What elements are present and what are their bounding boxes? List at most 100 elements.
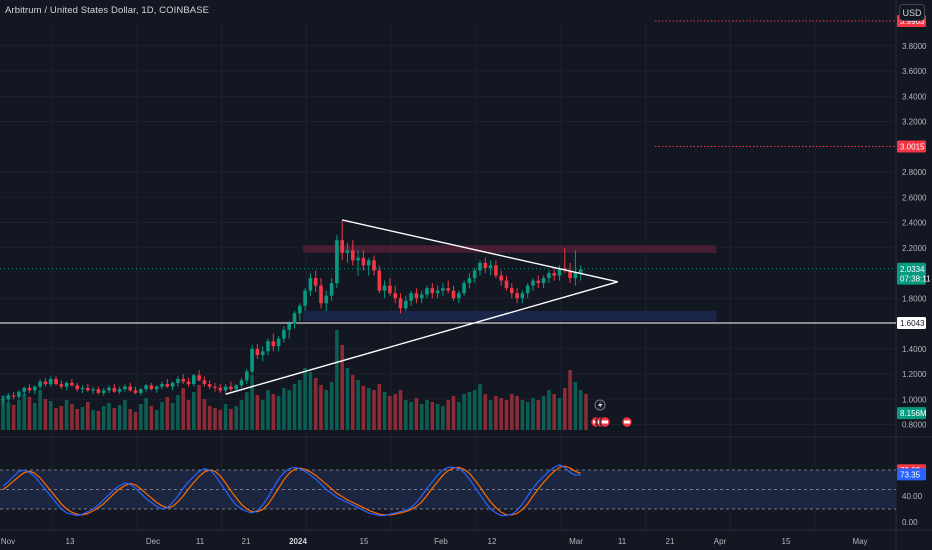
volume-bar (6, 402, 11, 430)
candle-body (388, 285, 392, 294)
volume-bar (483, 394, 488, 430)
price-badge-label: 3.0015 (900, 143, 925, 152)
candle-body (234, 385, 238, 390)
volume-bar (223, 404, 228, 430)
volume-bar (446, 400, 450, 430)
support-zone[interactable] (303, 310, 717, 321)
price-tick-label: 2.8000 (902, 168, 927, 177)
volume-bar (547, 390, 551, 430)
volume-bar (398, 390, 403, 430)
price-tick-label: 2.2000 (902, 244, 927, 253)
price-badge-volume (897, 407, 926, 420)
volume-bar (59, 406, 64, 430)
candle-body (324, 295, 329, 304)
candle-body (425, 288, 429, 295)
candle-body (419, 294, 424, 299)
candle-body (1, 399, 5, 401)
candle-body (504, 280, 509, 289)
volume-bar (160, 402, 164, 430)
candle-body (441, 288, 445, 291)
time-axis-label: Nov (1, 537, 15, 546)
volume-bar (276, 396, 281, 430)
volume-bar (430, 402, 435, 430)
time-axis-label: 21 (666, 537, 675, 546)
candle-body (393, 293, 397, 299)
volume-bar (170, 403, 175, 430)
candle-body (414, 293, 419, 299)
candle-body (123, 386, 127, 390)
candle-body (568, 270, 572, 279)
candle-body (573, 273, 578, 279)
candle-body (27, 387, 32, 391)
candle-body (488, 265, 493, 268)
volume-bar (54, 408, 58, 430)
candle-body (510, 288, 514, 294)
volume-bar (144, 398, 148, 430)
osc-tick-label: 40.00 (902, 492, 923, 501)
volume-bar (266, 390, 270, 430)
candle-body (133, 390, 138, 393)
volume-bar (552, 394, 556, 430)
candle-body (457, 293, 461, 299)
candle-body (11, 395, 16, 397)
candle-body (531, 280, 535, 286)
volume-bar (245, 392, 249, 430)
volume-bar (525, 402, 530, 430)
volume-bar (356, 380, 360, 430)
volume-bar (457, 402, 461, 430)
candle-body (202, 380, 207, 385)
candle-body (260, 351, 265, 356)
volume-bar (139, 404, 143, 430)
candle-body (48, 379, 53, 385)
price-tick-label: 1.4000 (902, 345, 927, 354)
currency-button[interactable]: USD (899, 4, 925, 21)
time-axis-label: May (852, 537, 867, 546)
volume-bar (260, 400, 265, 430)
candle-body (107, 387, 111, 391)
candle-body (478, 262, 482, 271)
candle-body (409, 293, 413, 301)
price-tick-label: 3.8000 (902, 42, 927, 51)
volume-bar (128, 409, 132, 430)
price-badge-label: 1.6043 (900, 319, 925, 328)
candle-body (462, 283, 466, 294)
volume-bar (133, 412, 138, 430)
stoch-k-line (2, 464, 581, 517)
candle-body (366, 260, 371, 266)
triangle-upper-line[interactable] (342, 219, 618, 283)
triangle-lower-line[interactable] (225, 281, 618, 395)
volume-bar (107, 403, 111, 430)
candle-body (239, 380, 244, 386)
time-axis-label: 11 (618, 537, 627, 546)
time-axis-label: Mar (569, 537, 583, 546)
volume-bar (404, 400, 408, 430)
volume-bar (27, 397, 32, 430)
candle-body (245, 371, 249, 381)
volume-bar (536, 400, 541, 430)
volume-bar (86, 402, 90, 430)
candle-body (176, 379, 180, 383)
candle-body (525, 285, 530, 294)
candle-body (38, 381, 42, 387)
candle-body (6, 395, 11, 400)
price-tick-label: 0.8000 (902, 421, 927, 430)
volume-bar (154, 410, 159, 430)
event-icon-mark (602, 420, 608, 424)
event-icon-mark (624, 420, 630, 424)
candle-body (250, 348, 254, 372)
price-badge-label: 2.0334 (900, 265, 925, 274)
volume-bar (101, 406, 106, 430)
price-tick-label: 1.8000 (902, 294, 927, 303)
volume-bar (117, 405, 122, 430)
volume-bar (64, 400, 69, 430)
candle-body (313, 278, 318, 286)
candle-body (165, 384, 170, 387)
volume-bar (345, 368, 350, 430)
candle-body (149, 385, 154, 390)
volume-bar (17, 400, 21, 430)
volume-bar (573, 382, 578, 430)
candle-body (282, 329, 286, 339)
candle-body (101, 390, 106, 393)
resistance-zone[interactable] (303, 245, 717, 253)
